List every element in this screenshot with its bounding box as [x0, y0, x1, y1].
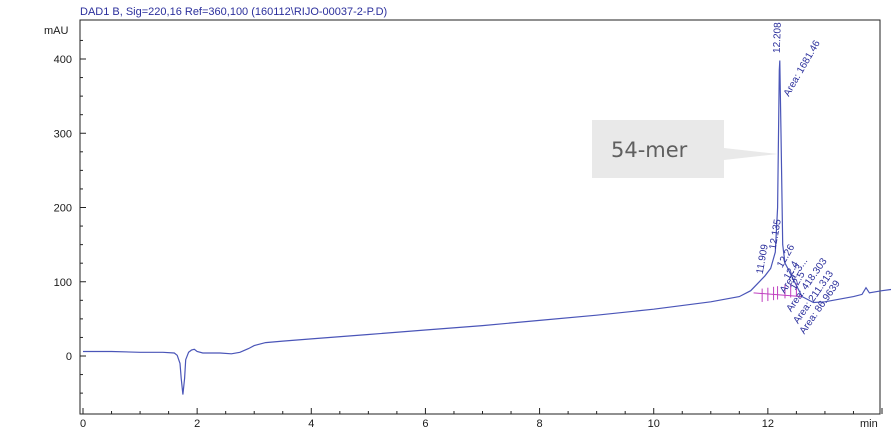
- y-axis: 0 100 200 300 400: [54, 39, 86, 394]
- peak-time-label: 12.135: [768, 218, 784, 250]
- peak-time-label: 12.208: [772, 22, 784, 53]
- y-tick-label: 0: [66, 351, 72, 363]
- peak-area-label: Area: 1681.46: [782, 38, 823, 98]
- peak-time-label: 11.909: [755, 243, 771, 275]
- x-tick-label: 0: [80, 418, 86, 430]
- x-tick-label: 8: [537, 418, 543, 430]
- plot-frame: [79, 19, 881, 415]
- chromatogram-trace: [83, 60, 891, 395]
- x-axis: 0 2 4 6 8 10 12: [80, 408, 883, 430]
- x-tick-label: 6: [422, 418, 428, 430]
- y-axis-unit: mAU: [44, 25, 69, 37]
- integration-baseline: [753, 292, 803, 298]
- x-tick-label: 4: [308, 418, 314, 430]
- x-tick-label: 2: [194, 418, 200, 430]
- x-axis-unit: min: [860, 418, 878, 430]
- y-tick-label: 200: [54, 203, 72, 215]
- y-tick-label: 100: [54, 277, 72, 289]
- peak-baseline-markers: [753, 283, 803, 302]
- chart-title: DAD1 B, Sig=220,16 Ref=360,100 (160112\R…: [80, 6, 387, 18]
- callout-box: [592, 120, 778, 178]
- x-tick-label: 10: [648, 418, 660, 430]
- y-tick-label: 400: [54, 54, 72, 66]
- callout-label: 54-mer: [611, 138, 688, 162]
- annotation-callout: 54-mer: [592, 120, 778, 178]
- x-tick-label: 12: [762, 418, 774, 430]
- y-tick-label: 300: [54, 128, 72, 140]
